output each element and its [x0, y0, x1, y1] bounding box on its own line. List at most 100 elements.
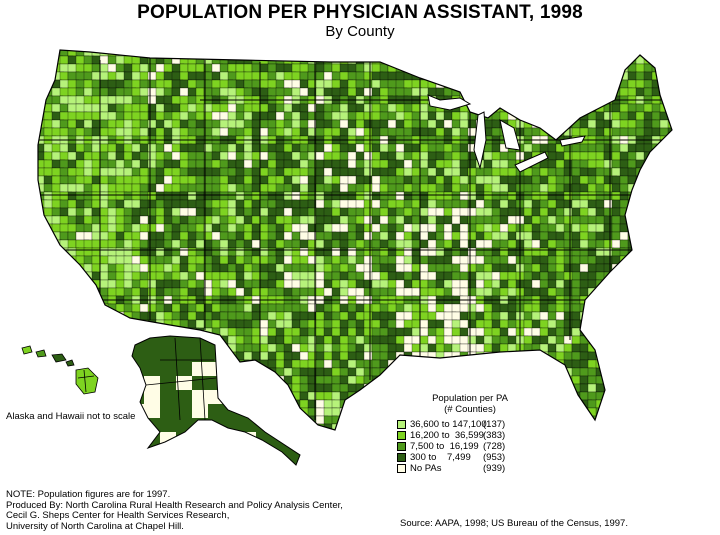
county-cell	[491, 119, 501, 129]
county-cell	[595, 95, 606, 105]
county-cell	[107, 327, 117, 337]
county-cell	[635, 271, 648, 281]
county-cell	[611, 319, 626, 329]
county-cell	[371, 50, 382, 57]
county-cell	[435, 199, 445, 209]
county-cell	[91, 303, 102, 313]
county-cell	[107, 343, 122, 353]
county-cell	[499, 50, 512, 57]
county-cell	[363, 119, 373, 129]
county-cell	[59, 215, 70, 225]
county-cell	[163, 303, 173, 313]
county-cell	[627, 327, 641, 337]
county-cell	[75, 399, 88, 409]
county-cell	[179, 199, 189, 209]
county-cell	[507, 359, 517, 369]
county-cell	[75, 423, 90, 430]
county-cell	[651, 175, 661, 185]
county-cell	[315, 375, 326, 385]
county-cell	[635, 231, 645, 241]
county-cell	[531, 287, 541, 297]
alaska-borough-cell	[192, 432, 208, 446]
county-cell	[611, 335, 623, 345]
county-cell	[179, 247, 190, 257]
county-cell	[331, 319, 342, 329]
alaska-borough-cell	[224, 404, 240, 418]
county-cell	[627, 391, 638, 401]
county-cell	[235, 111, 245, 121]
county-cell	[163, 87, 173, 97]
alaska-borough-cell	[288, 418, 300, 432]
county-cell	[155, 199, 165, 209]
county-cell	[267, 247, 277, 257]
county-cell	[571, 55, 585, 65]
county-cell	[139, 151, 150, 161]
county-cell	[667, 319, 672, 329]
county-cell	[43, 199, 54, 209]
county-cell	[179, 239, 189, 249]
county-cell	[651, 119, 661, 129]
county-cell	[539, 183, 549, 193]
county-cell	[331, 303, 341, 313]
county-cell	[259, 63, 270, 73]
county-cell	[259, 199, 269, 209]
county-cell	[227, 50, 240, 57]
county-cell	[635, 215, 650, 225]
county-cell	[147, 50, 159, 57]
county-cell	[259, 151, 269, 161]
county-cell	[235, 375, 249, 385]
lake-michigan	[473, 111, 487, 170]
county-cell	[411, 375, 426, 385]
county-cell	[507, 103, 519, 113]
county-cell	[651, 295, 664, 305]
county-cell	[443, 327, 454, 337]
county-cell	[299, 359, 310, 369]
county-cell	[443, 367, 455, 377]
county-cell	[379, 399, 393, 409]
county-cell	[347, 191, 358, 201]
county-cell	[627, 159, 637, 169]
county-cell	[667, 50, 672, 57]
county-cell	[59, 327, 71, 337]
alaska-borough-cell	[272, 432, 288, 446]
county-cell	[163, 327, 173, 337]
county-cell	[539, 359, 551, 369]
county-cell	[627, 407, 641, 417]
county-cell	[331, 343, 342, 353]
county-cell	[155, 215, 166, 225]
county-cell	[555, 279, 565, 289]
county-cell	[651, 191, 666, 201]
county-cell	[299, 415, 310, 425]
county-cell	[643, 367, 655, 377]
county-cell	[595, 55, 610, 65]
county-cell	[307, 287, 318, 297]
county-cell	[51, 247, 64, 257]
county-cell	[171, 327, 183, 337]
county-cell	[43, 151, 53, 161]
county-cell	[651, 231, 666, 241]
county-cell	[443, 231, 453, 241]
county-cell	[491, 279, 501, 289]
county-cell	[619, 391, 630, 401]
county-cell	[59, 319, 71, 329]
county-cell	[651, 263, 663, 273]
county-cell	[539, 63, 552, 73]
county-cell	[227, 207, 237, 217]
county-cell	[595, 319, 610, 329]
county-cell	[43, 375, 58, 385]
county-cell	[339, 103, 349, 113]
county-cell	[355, 279, 365, 289]
county-cell	[627, 215, 641, 225]
county-cell	[251, 50, 263, 57]
county-cell	[611, 399, 624, 409]
county-cell	[195, 103, 205, 113]
county-cell	[523, 359, 536, 369]
county-cell	[267, 103, 277, 113]
county-cell	[171, 159, 181, 169]
county-cell	[227, 399, 240, 409]
county-cell	[475, 319, 486, 329]
county-cell	[267, 327, 278, 337]
county-cell	[611, 271, 625, 281]
county-cell	[419, 50, 431, 57]
county-cell	[299, 319, 310, 329]
